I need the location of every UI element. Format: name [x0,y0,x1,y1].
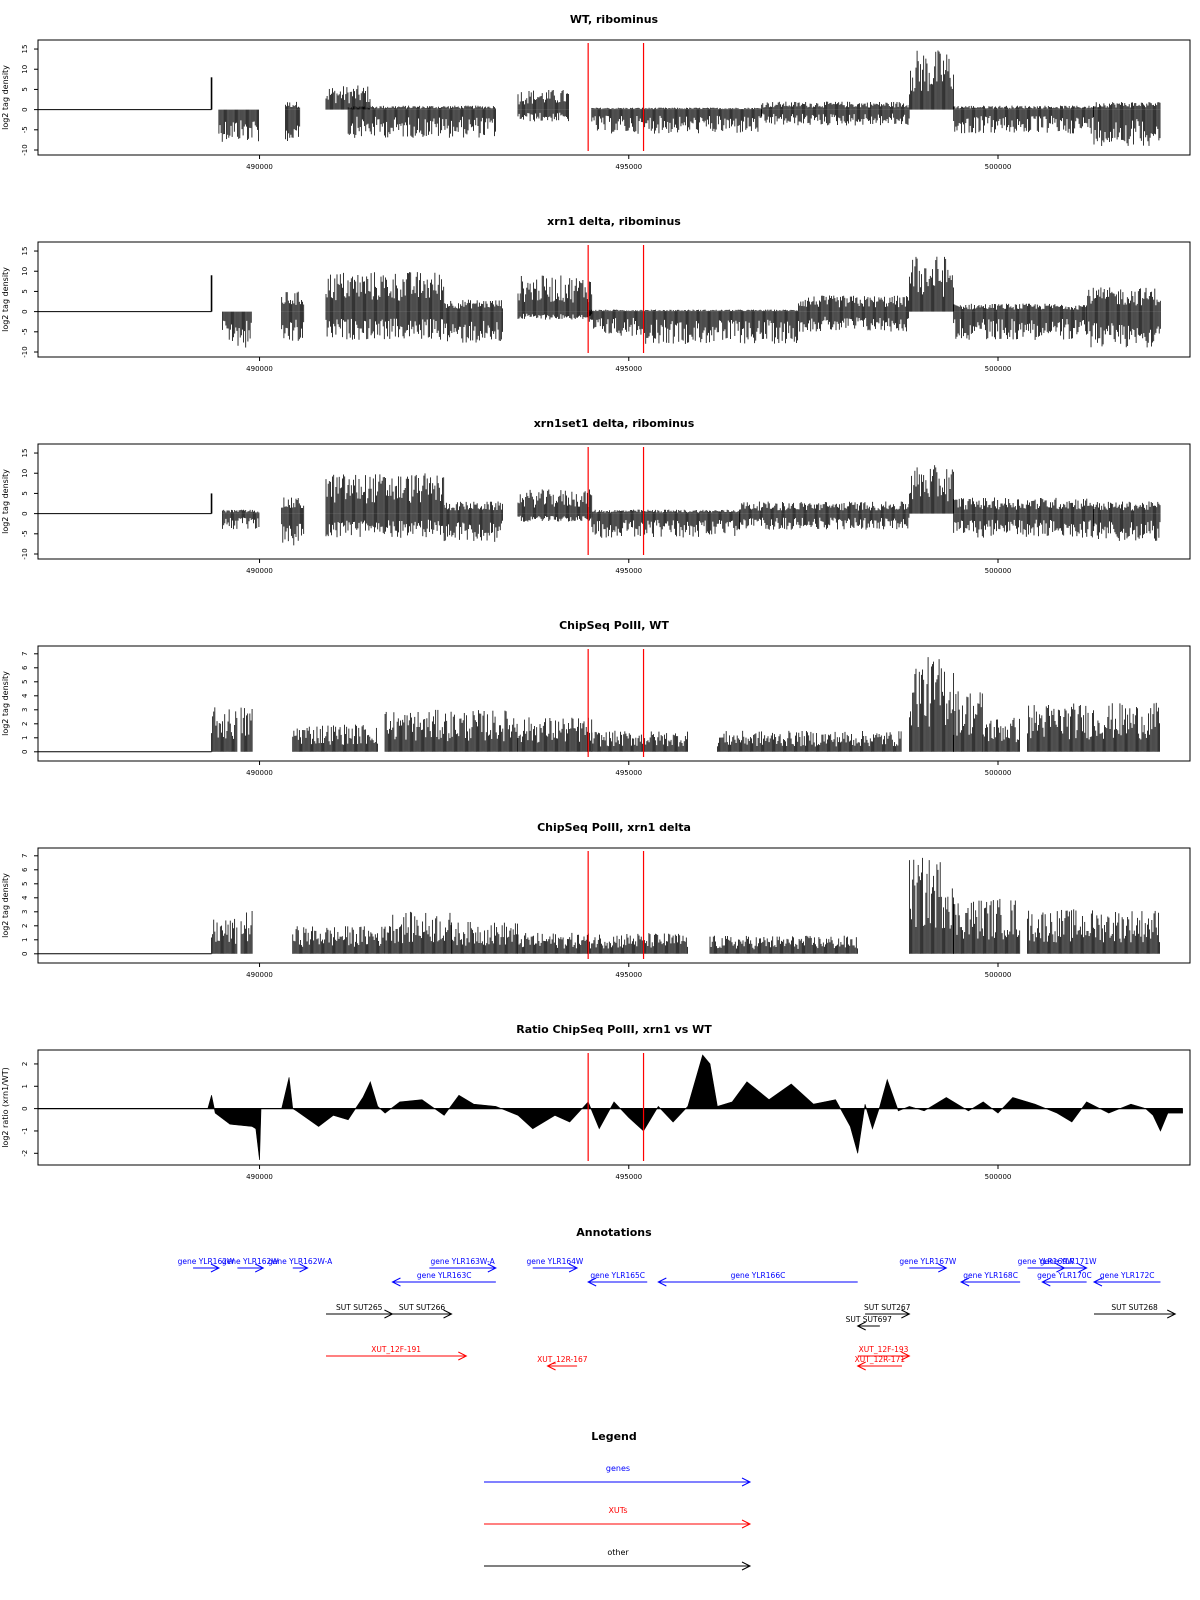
x-tick-label: 495000 [615,567,642,575]
y-tick-label: -5 [21,126,29,133]
y-tick-label: 10 [21,469,29,478]
y-tick-label: 2 [21,722,29,726]
x-tick-label: 490000 [246,163,273,171]
y-tick-label: 3 [21,708,29,712]
y-axis-label: log2 tag density [1,671,10,736]
plot-frame [37,443,1191,560]
y-tick-label: -10 [21,144,29,155]
x-tick-label: 500000 [985,163,1012,171]
y-tick-label: 5 [21,289,29,293]
y-axis-label: log2 tag density [1,469,10,534]
y-axis-label: log2 tag density [1,65,10,130]
y-tick-label: -5 [21,328,29,335]
y-tick-label: 5 [21,87,29,91]
y-tick-label: 10 [21,65,29,74]
y-tick-label: 0 [21,750,29,754]
chart-panel-0: WT, ribominus -10 -5 0 5 10 15 log2 tag density… [1,13,1191,171]
chart-panel-3: ChipSeq PolII, WT 0 1 2 3 4 5 6 7 log2 tag densit… [1,619,1191,777]
x-tick-label: 500000 [985,567,1012,575]
y-tick-label: 15 [21,449,29,458]
y-tick-label: -10 [21,548,29,559]
y-tick-label: 6 [21,665,29,670]
x-tick-label: 500000 [985,365,1012,373]
y-tick-label: 0 [21,511,29,515]
y-axis-label: log2 tag density [1,267,10,332]
x-tick-label: 490000 [246,567,273,575]
y-tick-label: 0 [21,309,29,313]
y-tick-label: 0 [21,107,29,111]
y-tick-label: 5 [21,491,29,495]
x-tick-label: 490000 [246,769,273,777]
plot-frame [37,241,1191,358]
y-tick-label: 15 [21,45,29,54]
chart-title: WT, ribominus [570,13,659,26]
x-tick-label: 490000 [246,365,273,373]
chart-panel-2: xrn1set1 delta, ribominus -10 -5 0 5 10 15 log2… [1,417,1191,575]
y-tick-label: 1 [21,736,29,740]
x-tick-label: 495000 [615,365,642,373]
y-tick-label: -5 [21,530,29,537]
plot-frame [37,645,1191,762]
y-tick-label: 4 [21,693,29,698]
y-tick-label: 5 [21,680,29,684]
chart-title: xrn1 delta, ribominus [547,215,681,228]
chart-title: ChipSeq PolII, WT [559,619,669,632]
y-tick-label: 10 [21,267,29,276]
y-tick-label: 7 [21,652,29,656]
y-tick-label: -10 [21,346,29,357]
plot-frame [37,39,1191,156]
x-tick-label: 495000 [615,163,642,171]
x-tick-label: 500000 [985,769,1012,777]
x-tick-label: 495000 [615,769,642,777]
y-tick-label: 15 [21,247,29,256]
chart-title: xrn1set1 delta, ribominus [534,417,695,430]
chart-panel-1: xrn1 delta, ribominus -10 -5 0 5 10 15 log2 tag… [1,215,1191,373]
